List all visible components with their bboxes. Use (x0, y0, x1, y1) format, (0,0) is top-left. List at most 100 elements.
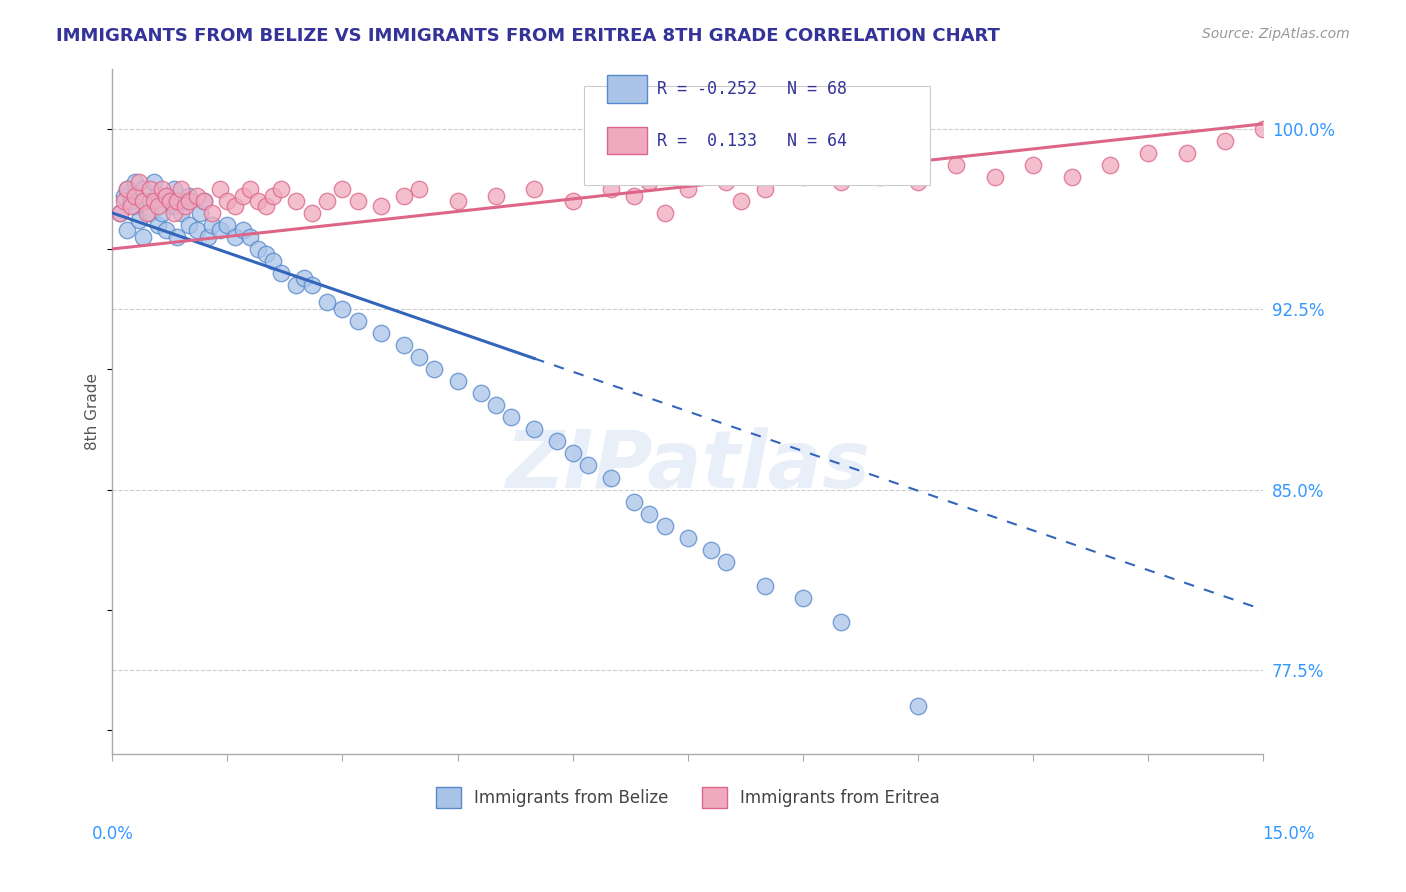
Point (754, 182, 776, 196)
Point (117, 182, 139, 196)
Point (676, 531, 699, 545)
Point (128, 175, 150, 189)
Point (830, 615, 852, 629)
Text: IMMIGRANTS FROM BELIZE VS IMMIGRANTS FROM ERITREA 8TH GRADE CORRELATION CHART: IMMIGRANTS FROM BELIZE VS IMMIGRANTS FRO… (56, 27, 1000, 45)
Point (561, 194, 583, 208)
Text: R =  0.133   N = 64: R = 0.133 N = 64 (657, 131, 846, 150)
Point (623, 189, 645, 203)
Point (170, 206, 193, 220)
Point (270, 266, 292, 280)
Point (285, 278, 308, 293)
Point (270, 182, 292, 196)
Point (135, 206, 157, 220)
Point (254, 199, 277, 213)
FancyBboxPatch shape (607, 127, 648, 154)
Point (239, 230, 262, 244)
Point (1213, 134, 1236, 148)
Point (162, 199, 184, 213)
Point (162, 182, 184, 196)
Point (714, 175, 737, 189)
Point (292, 270, 315, 285)
Point (159, 194, 181, 208)
Point (346, 194, 368, 208)
Text: 15.0%: 15.0% (1263, 825, 1315, 843)
Point (446, 194, 468, 208)
Point (316, 294, 339, 309)
Point (155, 223, 177, 237)
Point (600, 182, 623, 196)
Point (193, 194, 215, 208)
Point (501, 410, 523, 425)
Point (193, 194, 215, 208)
Text: ZIPatlas: ZIPatlas (505, 427, 870, 505)
Point (190, 206, 212, 220)
Point (177, 218, 200, 232)
Point (370, 199, 392, 213)
Point (177, 189, 200, 203)
Point (246, 194, 269, 208)
Point (523, 182, 546, 196)
Point (139, 206, 162, 220)
Point (392, 338, 415, 352)
Point (139, 182, 162, 196)
Point (370, 326, 392, 341)
Point (600, 470, 623, 484)
Point (108, 206, 131, 220)
Point (1175, 145, 1198, 160)
Point (120, 199, 142, 213)
Point (654, 518, 676, 533)
Point (117, 182, 139, 196)
Point (485, 398, 508, 412)
Point (869, 169, 891, 184)
Point (485, 189, 508, 203)
Point (224, 199, 246, 213)
Point (112, 189, 135, 203)
Point (262, 254, 284, 268)
Point (224, 230, 246, 244)
Point (217, 218, 239, 232)
Point (332, 182, 354, 196)
Text: R = -0.252   N = 68: R = -0.252 N = 68 (657, 80, 846, 98)
Point (150, 182, 173, 196)
Point (714, 555, 737, 569)
Text: Source: ZipAtlas.com: Source: ZipAtlas.com (1202, 27, 1350, 41)
Point (162, 206, 184, 220)
Point (150, 206, 173, 220)
Point (174, 194, 197, 208)
Point (907, 175, 929, 189)
Point (423, 362, 446, 376)
Point (830, 175, 852, 189)
Legend: Immigrants from Belize, Immigrants from Eritrea: Immigrants from Belize, Immigrants from … (429, 780, 946, 814)
Point (700, 542, 723, 557)
Point (638, 175, 661, 189)
Text: 0.0%: 0.0% (91, 825, 134, 843)
Point (155, 189, 177, 203)
Point (186, 189, 208, 203)
Point (108, 206, 131, 220)
Point (132, 182, 155, 196)
Point (166, 194, 188, 208)
Point (201, 206, 224, 220)
Point (576, 458, 599, 473)
FancyBboxPatch shape (583, 86, 929, 185)
Point (392, 189, 415, 203)
Point (208, 223, 231, 237)
Point (124, 189, 146, 203)
Point (285, 194, 308, 208)
Point (170, 182, 193, 196)
Point (128, 213, 150, 227)
Point (408, 182, 430, 196)
Point (730, 194, 752, 208)
Point (1098, 158, 1121, 172)
FancyBboxPatch shape (607, 76, 648, 103)
Point (546, 434, 568, 449)
Point (217, 194, 239, 208)
Point (470, 386, 492, 401)
Point (654, 206, 676, 220)
Point (561, 446, 583, 460)
Point (112, 194, 135, 208)
Point (332, 302, 354, 317)
Point (232, 189, 254, 203)
Point (316, 194, 339, 208)
Point (446, 374, 468, 388)
